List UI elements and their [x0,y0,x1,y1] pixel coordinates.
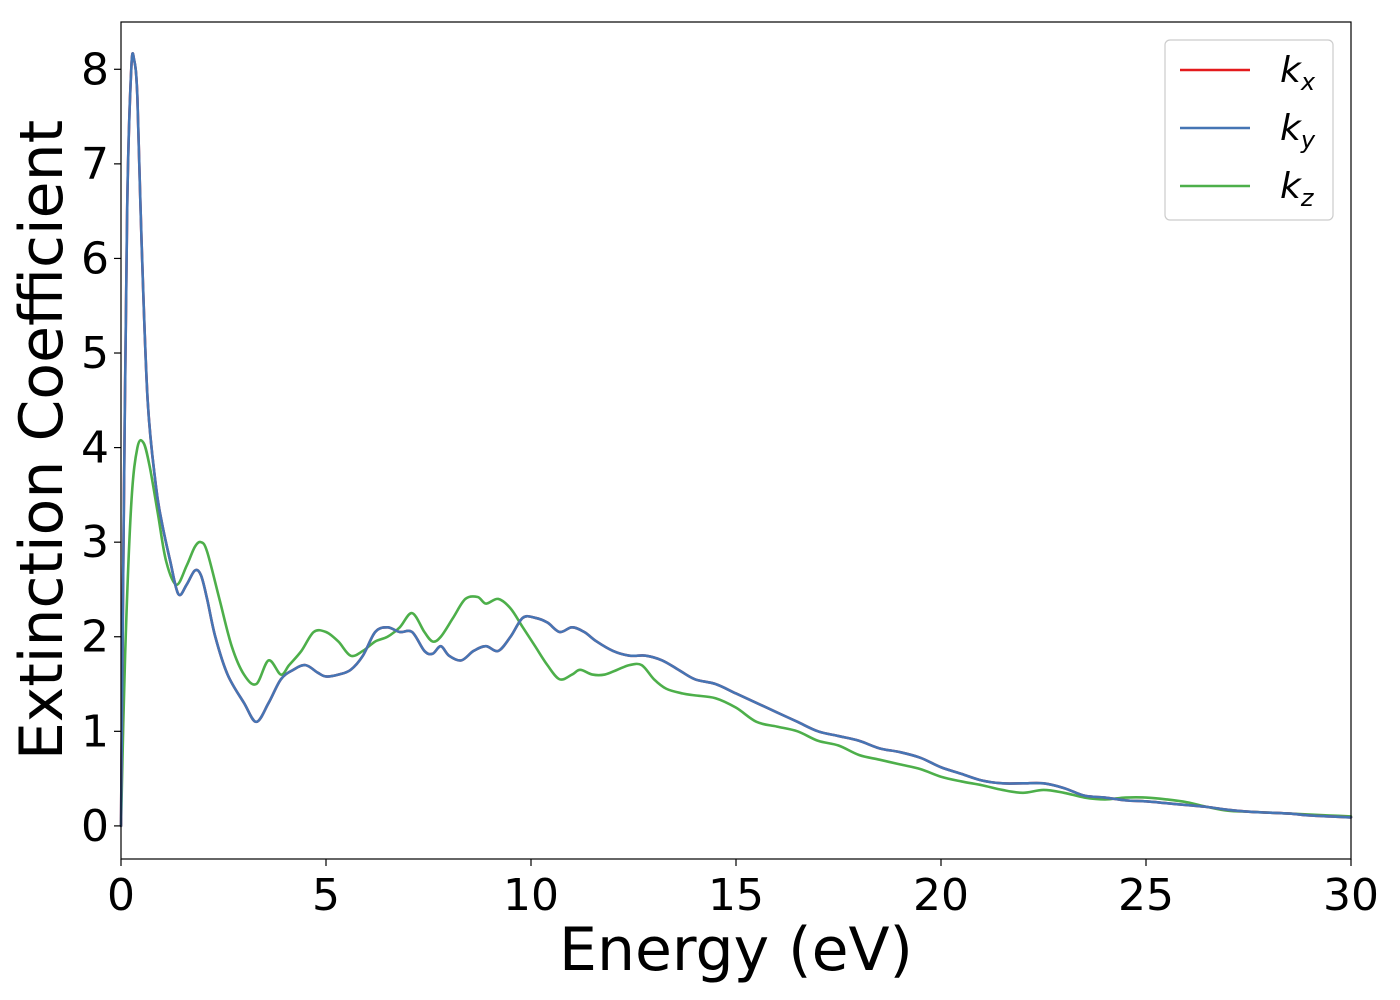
x-tick-label: 20 [913,870,969,921]
y-tick-label: 7 [81,139,109,190]
y-tick-label: 0 [81,801,109,852]
x-tick-label: 25 [1118,870,1174,921]
y-tick-label: 6 [81,233,109,284]
x-axis: 0 5 10 15 20 25 30 [107,859,1379,921]
series-line-k-z [119,438,1353,828]
y-tick-label: 1 [81,706,109,757]
y-tick-label: 5 [81,328,109,379]
x-tick-label: 10 [503,870,559,921]
y-tick-label: 3 [81,517,109,568]
x-tick-label: 15 [708,870,764,921]
y-tick-label: 2 [81,612,109,663]
x-tick-label: 0 [107,870,135,921]
y-axis: 0 1 2 3 4 5 6 7 8 [81,44,121,852]
series-layer [119,52,1353,828]
series-line-k-y [119,52,1353,828]
y-axis-label: Extinction Coefficient [7,120,77,760]
x-tick-label: 5 [312,870,340,921]
x-axis-label: Energy (eV) [559,915,913,985]
y-tick-label: 4 [81,423,109,474]
y-tick-label: 8 [81,44,109,95]
legend-box [1164,39,1334,221]
x-tick-label: 30 [1323,870,1379,921]
